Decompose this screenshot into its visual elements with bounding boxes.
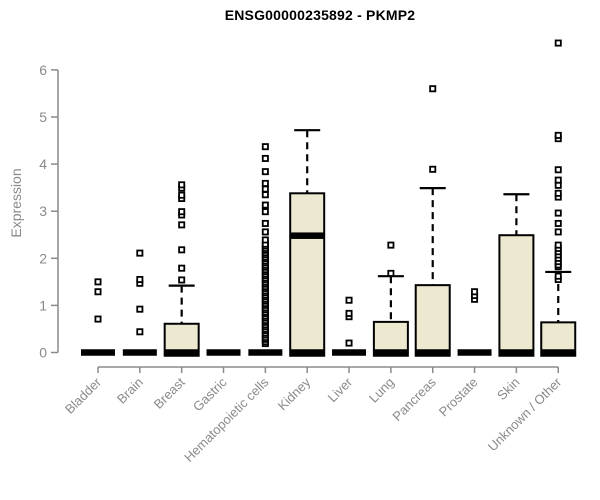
boxplot-skin bbox=[498, 193, 535, 357]
outlier-point bbox=[94, 315, 102, 323]
outlier-point bbox=[471, 288, 479, 296]
outlier-point bbox=[261, 168, 269, 176]
outlier-point bbox=[429, 165, 437, 173]
boxplot-kidney bbox=[289, 129, 326, 357]
outlier-point bbox=[261, 185, 269, 193]
outlier-point bbox=[178, 264, 186, 272]
box-iqr bbox=[414, 284, 451, 357]
chart-title: ENSG00000235892 - PKMP2 bbox=[224, 7, 416, 23]
outlier-point bbox=[261, 236, 269, 244]
box-iqr bbox=[498, 234, 535, 357]
outlier-point bbox=[554, 166, 562, 174]
boxplot-liver bbox=[332, 296, 367, 356]
outlier-point bbox=[261, 154, 269, 162]
baseline-bar bbox=[541, 349, 576, 356]
baseline-bar bbox=[373, 349, 408, 356]
outlier-point bbox=[178, 221, 186, 229]
outlier-point bbox=[178, 246, 186, 254]
outlier-point bbox=[136, 249, 144, 257]
baseline-bar bbox=[499, 349, 534, 356]
outlier-point bbox=[387, 269, 395, 277]
outlier-point bbox=[261, 219, 269, 227]
outlier-point bbox=[554, 228, 562, 236]
baseline-bar bbox=[122, 349, 157, 356]
boxplot-breast bbox=[163, 181, 200, 357]
x-category-label-unknown-other: Unknown / Other bbox=[485, 374, 565, 454]
outlier-point bbox=[261, 191, 269, 199]
outlier-point bbox=[178, 276, 186, 284]
outlier-point bbox=[94, 288, 102, 296]
baseline-bar bbox=[248, 349, 283, 356]
outlier-point bbox=[261, 208, 269, 216]
boxplot-hematopoietic-cells bbox=[248, 143, 283, 356]
y-tick-label: 6 bbox=[39, 62, 47, 78]
boxplot-gastric bbox=[206, 349, 241, 356]
y-tick-label: 0 bbox=[39, 345, 47, 361]
outlier-point bbox=[554, 241, 562, 249]
outlier-point bbox=[345, 296, 353, 304]
boxplot-prostate bbox=[457, 288, 492, 356]
y-tick-label: 2 bbox=[39, 250, 47, 266]
outlier-point bbox=[554, 219, 562, 227]
boxplot-bladder bbox=[81, 278, 115, 356]
boxplot-lung bbox=[372, 241, 409, 357]
x-category-label-breast: Breast bbox=[151, 374, 188, 411]
outlier-point bbox=[136, 305, 144, 313]
box-iqr bbox=[289, 192, 326, 357]
baseline-bar bbox=[164, 349, 199, 356]
y-tick-label: 1 bbox=[39, 297, 47, 313]
x-category-label-bladder: Bladder bbox=[62, 374, 105, 417]
outlier-point bbox=[136, 275, 144, 283]
y-tick-label: 4 bbox=[39, 156, 47, 172]
outlier-point bbox=[178, 181, 186, 189]
baseline-bar bbox=[81, 349, 115, 356]
outlier-point bbox=[261, 201, 269, 209]
outlier-point bbox=[261, 143, 269, 151]
outlier-point bbox=[554, 39, 562, 47]
outlier-point bbox=[554, 176, 562, 184]
median-line bbox=[290, 232, 325, 239]
outlier-point bbox=[554, 272, 562, 280]
baseline-bar bbox=[332, 349, 367, 356]
outlier-point bbox=[387, 241, 395, 249]
x-category-label-lung: Lung bbox=[366, 375, 397, 406]
baseline-bar bbox=[415, 349, 450, 356]
baseline-bar bbox=[290, 349, 325, 356]
x-category-label-kidney: Kidney bbox=[275, 374, 314, 413]
outlier-point bbox=[345, 339, 353, 347]
outlier-point bbox=[136, 328, 144, 336]
outlier-point bbox=[261, 228, 269, 236]
baseline-bar bbox=[206, 349, 241, 356]
outlier-point bbox=[345, 309, 353, 317]
outlier-point bbox=[554, 209, 562, 217]
outlier-point bbox=[94, 278, 102, 286]
outlier-point bbox=[554, 189, 562, 197]
baseline-bar bbox=[457, 349, 492, 356]
x-category-label-pancreas: Pancreas bbox=[389, 374, 439, 424]
boxplot-pancreas bbox=[414, 85, 451, 357]
x-category-label-gastric: Gastric bbox=[190, 374, 230, 414]
outlier-point bbox=[178, 208, 186, 216]
x-category-label-skin: Skin bbox=[494, 375, 522, 403]
outlier-point bbox=[261, 179, 269, 187]
x-category-label-prostate: Prostate bbox=[436, 375, 481, 420]
boxplot-unknown-other bbox=[540, 39, 577, 357]
y-tick-label: 3 bbox=[39, 203, 47, 219]
y-tick-label: 5 bbox=[39, 109, 47, 125]
x-category-label-liver: Liver bbox=[325, 374, 356, 405]
outlier-point bbox=[429, 85, 437, 93]
outlier-point bbox=[554, 131, 562, 139]
x-category-label-brain: Brain bbox=[114, 375, 146, 407]
boxplot-brain bbox=[122, 249, 157, 356]
outlier-point bbox=[178, 191, 186, 199]
